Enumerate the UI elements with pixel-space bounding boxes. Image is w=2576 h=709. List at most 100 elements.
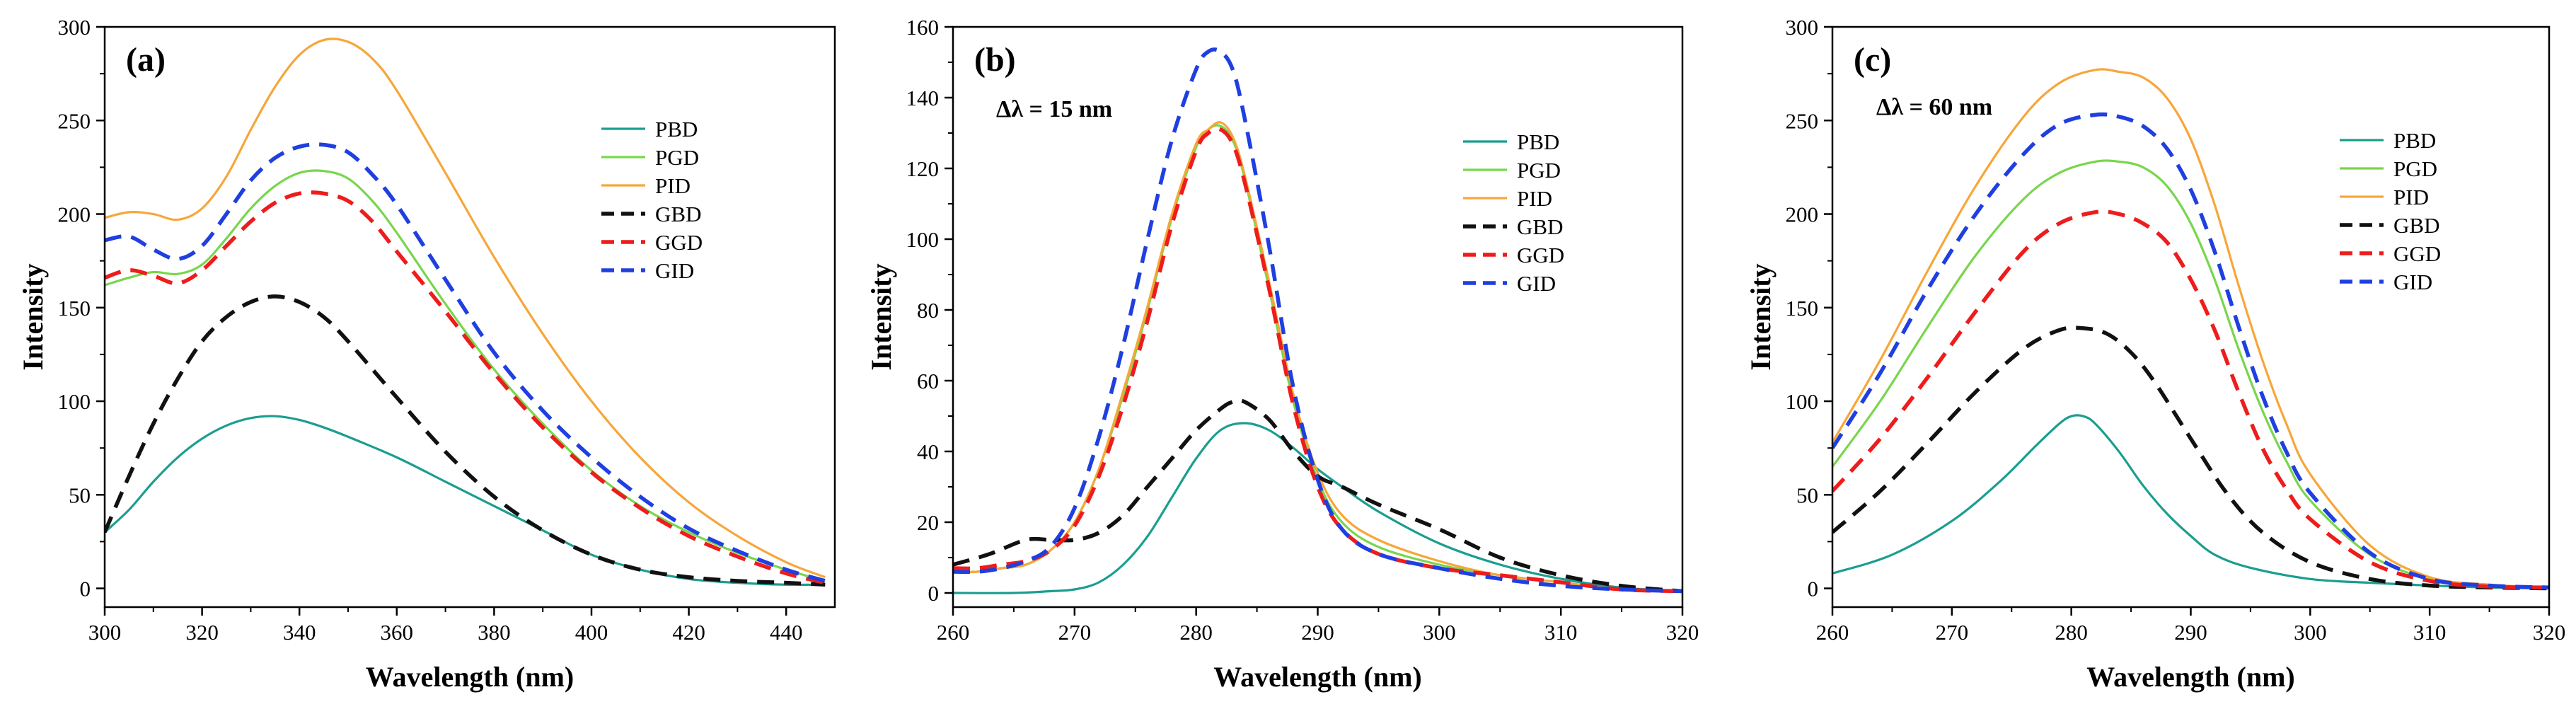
y-axis-title: Intensity [865,263,897,370]
x-tick-label: 340 [283,620,316,645]
y-tick-label: 100 [58,389,91,414]
y-tick-label: 200 [1786,202,1819,227]
series-line-ggd [1832,209,2549,589]
y-tick-label: 50 [69,483,91,507]
x-tick-label: 260 [1816,620,1849,645]
x-axis-title: Wavelength (nm) [2086,661,2294,693]
legend-label-pgd: PGD [1517,158,1561,183]
y-tick-label: 200 [58,202,91,227]
x-tick-label: 380 [478,620,511,645]
x-tick-label: 320 [185,620,219,645]
legend-label-ggd: GGD [655,230,703,255]
plot-frame [103,25,836,609]
y-tick-label: 150 [1786,296,1819,321]
x-tick-label: 280 [1179,620,1213,645]
panel-label: (a) [126,41,166,79]
panel-label: (c) [1854,41,1891,79]
series-line-pbd [1832,414,2549,590]
y-tick-label: 300 [1786,15,1819,40]
legend-label-pbd: PBD [1517,129,1559,154]
series-line-gbd [1832,325,2549,591]
y-tick-label: 50 [1796,483,1818,507]
y-tick-label: 40 [917,439,939,464]
x-tick-label: 420 [672,620,705,645]
legend-label-pbd: PBD [2393,128,2436,153]
legend-label-pid: PID [655,173,691,198]
chart-panel-c: 260 270 280 290 300 310 320050100150200250300W… [1745,15,2565,693]
y-axis-title: Intensity [17,263,49,370]
legend: PBD PGD PID GBD GGD GID [2340,128,2441,294]
series-line-pbd [105,415,826,587]
series-line-gbd [953,398,1682,594]
y-tick-label: 100 [1786,389,1819,414]
legend-label-pid: PID [1517,186,1552,211]
x-tick-label: 320 [2533,620,2566,645]
delta-lambda-annotation: Δλ = 15 nm [996,96,1112,122]
series-line-ggd [953,127,1682,594]
series-line-pgd [105,169,826,582]
x-axis-title: Wavelength (nm) [366,661,574,693]
series-line-gid [1832,112,2549,589]
series-line-gid [953,47,1682,594]
y-tick-label: 80 [917,298,939,323]
x-tick-label: 310 [1544,620,1578,645]
series-line-gid [105,142,826,583]
y-tick-label: 250 [58,108,91,133]
legend-label-ggd: GGD [1517,243,1564,267]
legend-label-gid: GID [655,258,694,283]
legend-label-gid: GID [2393,270,2432,294]
x-tick-label: 300 [1423,620,1456,645]
panel-label: (b) [974,41,1016,79]
legend-label-pid: PID [2393,185,2429,209]
legend-label-ggd: GGD [2393,241,2441,266]
series-line-pgd [953,124,1682,593]
y-tick-label: 140 [906,86,940,110]
legend-label-gid: GID [1517,271,1556,296]
series-line-pgd [1832,159,2549,589]
y-tick-label: 20 [917,510,939,535]
x-tick-label: 440 [770,620,803,645]
x-tick-label: 300 [2294,620,2327,645]
y-tick-label: 0 [1808,577,1819,601]
x-axis-title: Wavelength (nm) [1213,661,1421,693]
legend-label-pbd: PBD [655,117,698,142]
y-tick-label: 300 [58,15,91,40]
x-tick-label: 270 [1936,620,1969,645]
chart-panel-b: 260 270 280 290 300 310 320 0 20 40 60 80 100 120 140 1… [865,15,1699,693]
series-line-pid [1832,68,2549,589]
series-line-ggd [105,190,826,585]
y-tick-label: 0 [928,581,940,606]
x-tick-label: 300 [88,620,122,645]
x-tick-label: 320 [1666,620,1699,645]
legend: PBD PGD PID GBD GGD GID [601,117,703,283]
y-tick-label: 100 [906,227,940,252]
series-line-pid [105,38,826,579]
y-tick-label: 250 [1786,108,1819,133]
x-tick-label: 290 [2174,620,2207,645]
x-tick-label: 310 [2413,620,2447,645]
legend-label-pgd: PGD [655,145,699,170]
legend-label-gbd: GBD [655,202,701,226]
x-tick-label: 400 [575,620,608,645]
series-line-gbd [105,294,826,587]
y-tick-label: 150 [58,296,91,321]
chart-panel-a: 300 320 340 360 380 400 420 440 0 50 100 150 200 250 3… [17,15,836,693]
delta-lambda-annotation: Δλ = 60 nm [1876,94,1992,120]
y-tick-label: 120 [906,156,940,181]
y-tick-label: 160 [906,15,940,40]
y-axis-title: Intensity [1745,263,1777,370]
y-tick-label: 0 [80,577,91,601]
legend-label-gbd: GBD [2393,213,2439,238]
x-tick-label: 260 [937,620,970,645]
x-tick-label: 270 [1058,620,1092,645]
x-tick-label: 360 [381,620,414,645]
series-line-pbd [953,422,1682,594]
legend-label-gbd: GBD [1517,214,1563,239]
legend: PBD PGD PID GBD GGD GID [1463,129,1564,296]
legend-label-pgd: PGD [2393,156,2437,181]
x-tick-label: 280 [2055,620,2088,645]
x-tick-label: 290 [1301,620,1334,645]
series-line-pid [953,121,1682,593]
y-tick-label: 60 [917,369,939,393]
